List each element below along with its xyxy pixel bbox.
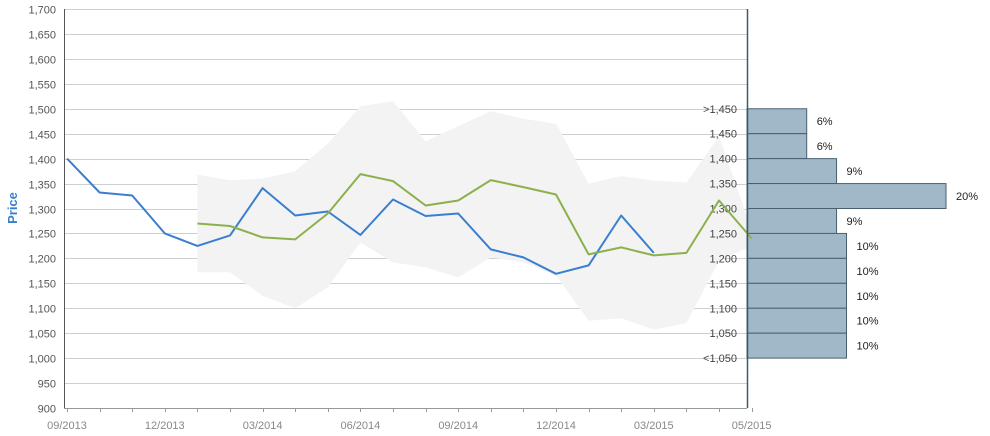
y-tick-label: 1,550 <box>28 80 56 92</box>
series-line-green <box>197 173 753 257</box>
x-tick-label: 03/2015 <box>634 420 674 432</box>
y-tick-label: 1,300 <box>28 205 56 217</box>
histogram-percent-label: 6% <box>817 141 833 153</box>
y-tick-label: 1,650 <box>28 30 56 42</box>
y-tick-label: 1,000 <box>28 354 56 366</box>
histogram-percent-label: 9% <box>847 166 863 178</box>
y-tick-label: 1,250 <box>28 229 56 241</box>
histogram-bar <box>746 332 847 359</box>
range-band-area <box>197 101 752 330</box>
histogram-bar <box>746 307 847 334</box>
y-axis-label: Price <box>5 192 20 224</box>
y-tick-label: 1,050 <box>28 329 56 341</box>
x-tick-label: 12/2013 <box>145 420 185 432</box>
histogram-bar <box>746 257 847 284</box>
histogram-percent-label: 20% <box>956 191 978 203</box>
histogram-bin-label: 1,050 <box>709 328 737 340</box>
x-tick-label: 05/2015 <box>732 420 772 432</box>
histogram-bar <box>746 282 847 309</box>
histogram-bin-label: 1,350 <box>709 179 737 191</box>
series-line-blue <box>66 157 655 275</box>
y-tick-label: 950 <box>38 379 56 391</box>
histogram-percent-label: 10% <box>857 241 879 253</box>
histogram-percent-label: 10% <box>857 341 879 353</box>
series-lines <box>66 157 753 275</box>
histogram-bin-label: 1,250 <box>709 228 737 240</box>
histogram-bar <box>746 208 838 234</box>
y-tick-label: 1,450 <box>28 130 56 142</box>
grid-lines <box>64 9 747 409</box>
range-band <box>197 101 752 330</box>
x-tick-label: 03/2014 <box>243 420 283 432</box>
x-tick-label: 09/2014 <box>438 420 478 432</box>
histogram-bin-label: 1,450 <box>709 129 737 141</box>
y-tick-label: 900 <box>38 404 56 416</box>
x-tick-label: 09/2013 <box>47 420 87 432</box>
histogram-bin-label: 1,150 <box>709 278 737 290</box>
histogram-bar <box>746 108 808 135</box>
axes <box>64 9 753 412</box>
histogram-bar <box>746 158 838 185</box>
x-tick-label: 06/2014 <box>341 420 381 432</box>
x-tick-label: 12/2014 <box>536 420 576 432</box>
y-tick-label: 1,350 <box>28 180 56 192</box>
distribution-histogram: 6%>1,4506%1,4509%1,40020%1,3509%1,30010%… <box>703 104 978 365</box>
y-tick-label: 1,600 <box>28 55 56 67</box>
histogram-bar <box>746 133 808 160</box>
y-tick-label: 1,200 <box>28 254 56 266</box>
histogram-percent-label: 10% <box>857 291 879 303</box>
histogram-bin-label: 1,200 <box>709 253 737 265</box>
histogram-bar <box>746 232 847 259</box>
histogram-percent-label: 9% <box>847 216 863 228</box>
y-tick-label: 1,100 <box>28 304 56 316</box>
histogram-bin-label: >1,450 <box>703 104 737 116</box>
histogram-bin-label: 1,100 <box>709 303 737 315</box>
histogram-percent-label: 10% <box>857 316 879 328</box>
histogram-bin-label: 1,400 <box>709 154 737 166</box>
y-tick-label: 1,150 <box>28 279 56 291</box>
y-tick-label: 1,400 <box>28 155 56 167</box>
histogram-percent-label: 10% <box>857 266 879 278</box>
histogram-bar <box>746 183 947 209</box>
y-tick-label: 1,500 <box>28 105 56 117</box>
tick-labels: 900 950 1,000 1,050 1,100 1,150 1,200 1,250 1,30… <box>28 5 771 433</box>
histogram-bin-label: <1,050 <box>703 353 737 365</box>
histogram-percent-label: 6% <box>817 116 833 128</box>
y-tick-label: 1,700 <box>28 5 56 17</box>
